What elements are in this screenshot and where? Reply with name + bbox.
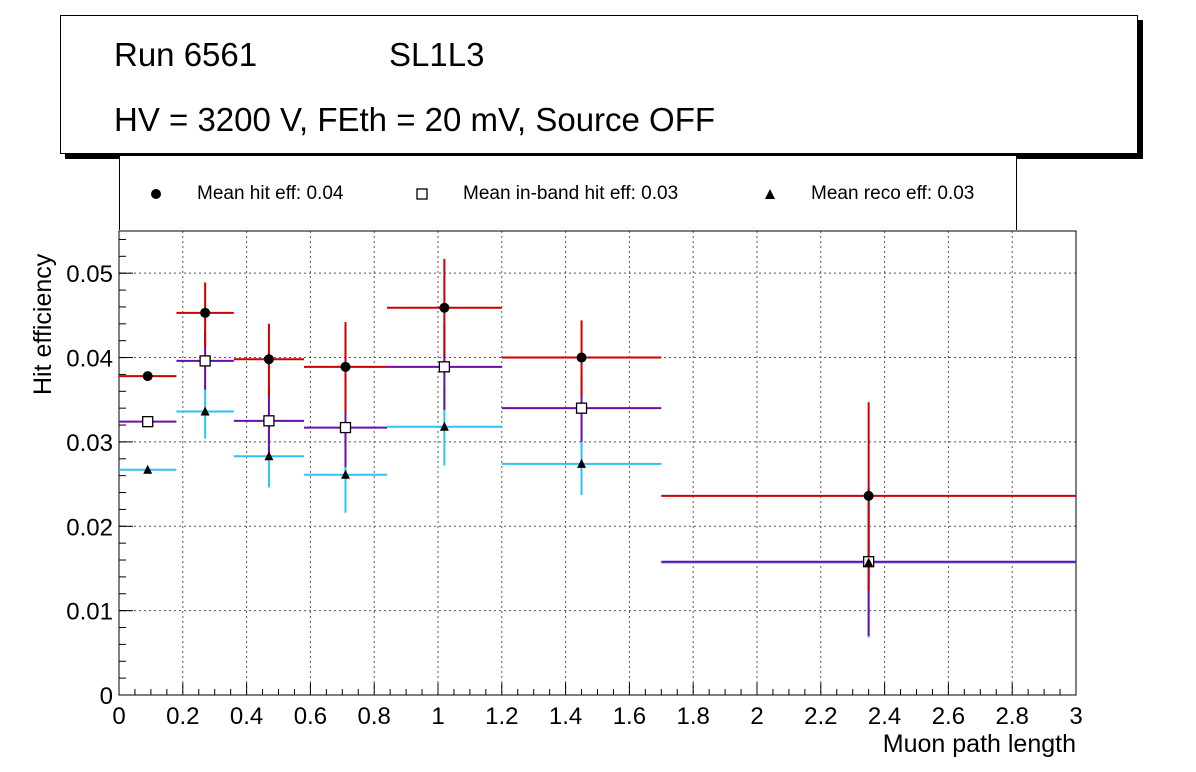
layer-label: SL1L3 [389, 36, 485, 73]
y-tick-labels: 0 0.01 0.02 0.03 0.04 0.05 [66, 261, 113, 710]
legend-label-reco: Mean reco eff: 0.03 [811, 183, 975, 204]
x-tick-label: 1.6 [613, 703, 646, 730]
data-markers [142, 302, 875, 568]
reco-point [439, 421, 449, 431]
x-tick-label: 1.8 [677, 703, 710, 730]
run-label: Run 6561 [114, 36, 258, 73]
triangle-marker-icon [765, 189, 775, 199]
y-axis-label: Hit efficiency [29, 253, 57, 395]
x-tick-label: 2.2 [804, 703, 837, 730]
inband-point [263, 415, 275, 427]
hit-point [263, 354, 274, 365]
x-tick-label: 2 [750, 703, 763, 730]
y-tick-label: 0.01 [66, 599, 113, 626]
x-tick-label: 0.6 [294, 703, 327, 730]
y-tick-label: 0.05 [66, 261, 113, 288]
legend-item-reco: Mean reco eff: 0.03 [759, 183, 974, 205]
hit-point [576, 352, 587, 363]
x-tick-label: 3 [1069, 703, 1082, 730]
legend-label-hit: Mean hit eff: 0.04 [197, 183, 344, 204]
y-tick-label: 0.04 [66, 346, 113, 373]
inband-point [142, 416, 154, 428]
reco-point [264, 451, 274, 461]
conditions-label: HV = 3200 V, FEth = 20 mV, Source OFF [114, 101, 716, 138]
y-tick-label: 0 [100, 683, 113, 710]
reco-point [143, 464, 153, 474]
x-tick-label: 2.6 [932, 703, 965, 730]
x-tick-label: 1 [431, 703, 444, 730]
inband-point [339, 421, 352, 434]
legend-label-inband: Mean in-band hit eff: 0.03 [463, 183, 679, 204]
reco-point [577, 458, 587, 468]
legend: Mean hit eff: 0.04 Mean in-band hit eff:… [119, 156, 1017, 230]
x-tick-label: 0.8 [358, 703, 391, 730]
reco-point [200, 406, 210, 416]
y-tick-label: 0.02 [66, 514, 113, 541]
hit-point [142, 371, 153, 382]
reco-point [340, 469, 350, 479]
legend-item-inband: Mean in-band hit eff: 0.03 [411, 183, 678, 205]
hit-point [340, 361, 351, 372]
x-tick-label: 0.2 [166, 703, 199, 730]
x-tick-label: 2.4 [868, 703, 901, 730]
x-tick-label: 2.8 [996, 703, 1029, 730]
axis-ticks [118, 238, 1077, 696]
hit-point [863, 490, 874, 501]
y-tick-label: 0.03 [66, 430, 113, 457]
open-square-marker-icon [416, 188, 428, 200]
hit-point [439, 302, 450, 313]
x-tick-label: 1.4 [549, 703, 582, 730]
x-tick-label: 0.4 [230, 703, 263, 730]
x-axis-label: Muon path length [883, 730, 1076, 758]
hit-point [200, 307, 211, 318]
reco-point [864, 557, 874, 567]
title-box: Run 6561 SL1L3 HV = 3200 V, FEth = 20 mV… [60, 15, 1138, 154]
inband-point [199, 355, 211, 367]
x-tick-label: 0 [112, 703, 125, 730]
legend-item-hit: Mean hit eff: 0.04 [145, 183, 343, 205]
x-tick-label: 1.2 [485, 703, 518, 730]
error-bars [119, 258, 1076, 638]
inband-point [575, 402, 588, 414]
x-tick-labels: 0 0.2 0.4 0.6 0.8 1 1.2 1.4 1.6 1.8 2 2.2 2.4 2.6 2.8 3 [112, 703, 1082, 730]
inband-point [438, 361, 451, 373]
circle-marker-icon [151, 189, 161, 199]
